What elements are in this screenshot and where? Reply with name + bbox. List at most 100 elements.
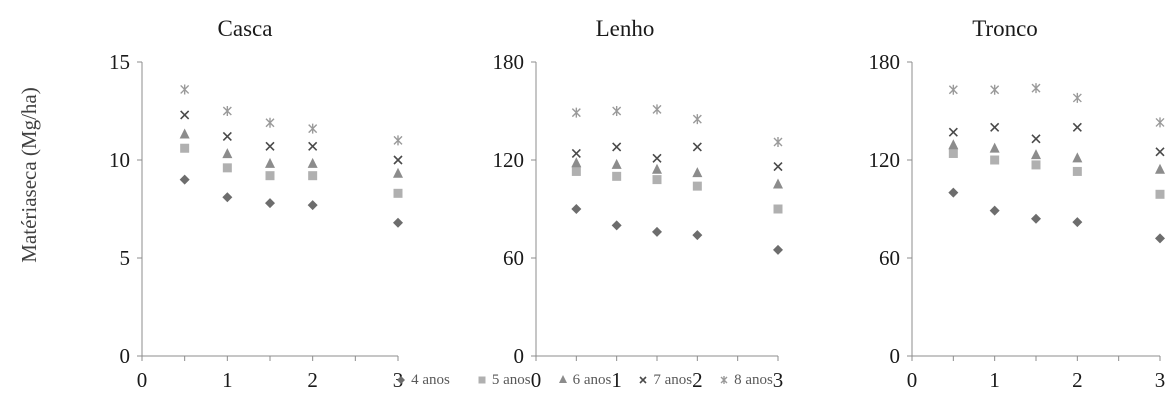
data-point — [692, 167, 703, 178]
data-point — [1031, 83, 1041, 94]
data-point — [308, 141, 318, 151]
data-point — [1072, 122, 1082, 132]
data-point — [308, 123, 318, 134]
series-8-anos — [180, 84, 403, 146]
data-point — [1155, 189, 1165, 199]
chart-panel-tronco: Tronco 0 60 120 180 0 1 2 3 — [869, 16, 1166, 392]
y-tick-label: 60 — [503, 246, 524, 270]
x-tick-label: 1 — [989, 368, 1000, 392]
chart-panel-casca: Casca0510150123 — [109, 16, 403, 392]
chart-panel-lenho: Lenho 0 60 120 180 0 1 2 3 — [493, 16, 784, 392]
legend: 4 anos 5 anos 6 anos 7 anos 8 anos — [0, 368, 1168, 392]
data-point — [773, 161, 783, 172]
legend-marker — [397, 376, 406, 384]
legend-label: 4 anos — [411, 371, 450, 388]
data-point — [1031, 134, 1041, 144]
data-point — [180, 143, 190, 153]
data-point — [180, 110, 190, 120]
legend-marker — [639, 376, 647, 384]
data-point — [692, 142, 702, 152]
data-point — [265, 157, 275, 168]
data-point — [652, 175, 662, 185]
x-tick-label: 0 — [137, 368, 148, 392]
data-point — [265, 117, 275, 128]
x-tick-label: 0 — [531, 368, 542, 392]
series-6-anos — [179, 128, 403, 178]
data-point — [1155, 163, 1165, 174]
data-point — [948, 139, 959, 150]
series-5-anos — [180, 143, 403, 198]
data-point — [179, 128, 190, 139]
data-point — [571, 157, 582, 168]
data-point — [393, 135, 403, 146]
data-point — [1072, 92, 1082, 103]
data-point — [307, 200, 318, 211]
series-6-anos — [571, 157, 783, 189]
data-point — [652, 163, 662, 174]
series-7-anos — [571, 142, 783, 172]
legend-label: 8 anos — [734, 371, 773, 388]
data-point — [1155, 117, 1165, 128]
data-point — [692, 181, 702, 191]
chart-title: Casca — [218, 16, 273, 41]
legend-marker-icon — [397, 376, 406, 384]
legend-marker — [478, 376, 486, 384]
legend-label: 7 anos — [653, 371, 693, 388]
legend-marker — [720, 376, 728, 384]
y-tick-label: 0 — [890, 344, 901, 368]
series-8-anos — [571, 104, 783, 148]
data-point — [989, 205, 1000, 216]
legend-marker-icon — [478, 376, 486, 384]
data-point — [571, 204, 582, 214]
data-point — [180, 84, 190, 95]
data-point — [307, 157, 318, 168]
data-point — [990, 84, 1000, 95]
series-4-anos — [948, 187, 1165, 244]
data-point — [222, 192, 233, 203]
y-axis-label-text: Matériaseca (Mg/ha) — [17, 87, 41, 263]
data-point — [773, 244, 783, 255]
data-point — [571, 166, 581, 176]
data-point — [1155, 147, 1165, 157]
data-point — [773, 204, 783, 214]
x-tick-label: 2 — [692, 368, 703, 392]
x-tick-label: 0 — [907, 368, 918, 392]
data-point — [1072, 166, 1082, 176]
data-point — [1031, 213, 1041, 224]
data-point — [571, 148, 581, 159]
series-6-anos — [948, 139, 1165, 174]
data-point — [948, 127, 958, 137]
series-5-anos — [948, 148, 1165, 199]
x-tick-label: 3 — [773, 368, 784, 392]
chart-title: Tronco — [972, 16, 1038, 41]
data-point — [612, 171, 622, 181]
x-tick-label: 2 — [307, 368, 318, 392]
y-tick-label: 180 — [493, 50, 525, 74]
data-point — [948, 187, 959, 198]
x-tick-label: 3 — [1155, 368, 1166, 392]
legend-marker-icon — [558, 375, 567, 383]
legend-item: 8 anos — [718, 372, 773, 389]
data-point — [990, 155, 1000, 165]
legend-label: 6 anos — [572, 371, 612, 388]
legend-marker-icon — [720, 376, 728, 384]
data-point — [652, 226, 662, 237]
y-tick-label: 15 — [109, 50, 130, 74]
y-tick-label: 10 — [109, 148, 130, 172]
data-point — [692, 230, 703, 241]
chart-title: Lenho — [596, 16, 655, 41]
data-point — [612, 106, 622, 116]
data-point — [393, 155, 403, 165]
y-tick-label: 180 — [869, 50, 901, 74]
series-7-anos — [180, 110, 403, 165]
legend-marker-icon — [639, 376, 647, 384]
data-point — [773, 178, 783, 189]
data-point — [222, 106, 232, 116]
data-point — [948, 148, 958, 158]
legend-marker — [558, 375, 567, 383]
series-4-anos — [179, 174, 403, 228]
data-point — [1072, 152, 1083, 163]
series-8-anos — [948, 83, 1165, 128]
data-point — [612, 142, 622, 152]
series-5-anos — [571, 166, 783, 214]
